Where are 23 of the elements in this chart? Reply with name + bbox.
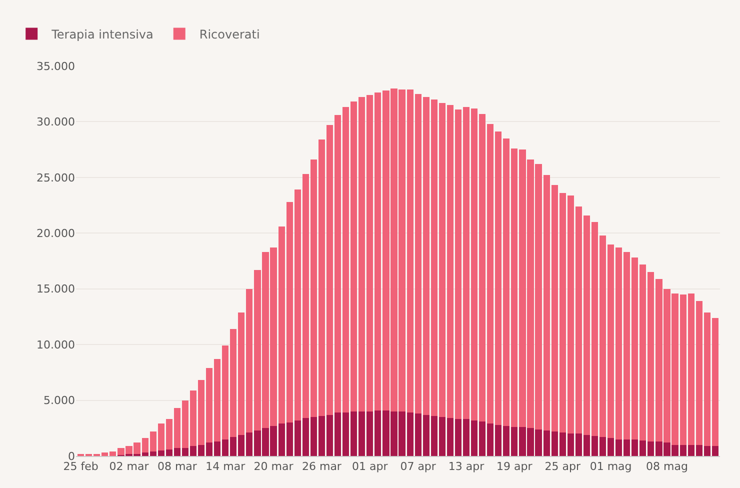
x-tick-label: 07 apr [400, 460, 436, 474]
legend-label: Terapia intensiva [50, 27, 154, 42]
y-tick-label: 35.000 [36, 60, 75, 73]
legend-label: Ricoverati [199, 27, 260, 42]
x-tick-label: 13 apr [448, 460, 485, 474]
x-tick-label: 02 mar [109, 460, 150, 474]
x-tick-label: 08 mag [646, 460, 688, 474]
x-tick-label: 26 mar [302, 460, 342, 474]
x-tick-label: 01 apr [352, 460, 388, 474]
x-tick-label: 20 mar [254, 460, 294, 474]
x-tick-label: 25 feb [63, 460, 98, 474]
y-tick-label: 25.000 [36, 171, 75, 184]
x-tick-label: 08 mar [157, 460, 198, 474]
y-tick-label: 20.000 [36, 226, 75, 240]
y-tick-label: 0 [68, 450, 75, 463]
y-tick-label: 15.000 [36, 282, 75, 296]
x-tick-label: 25 apr [544, 460, 581, 474]
y-tick-label: 5.000 [44, 394, 75, 408]
x-tick-label: 14 mar [206, 460, 246, 474]
x-tick-label: 01 mag [590, 460, 632, 474]
x-tick-label: 19 apr [496, 460, 533, 474]
y-tick-label: 10.000 [36, 338, 75, 352]
y-tick-label: 30.000 [36, 116, 75, 129]
